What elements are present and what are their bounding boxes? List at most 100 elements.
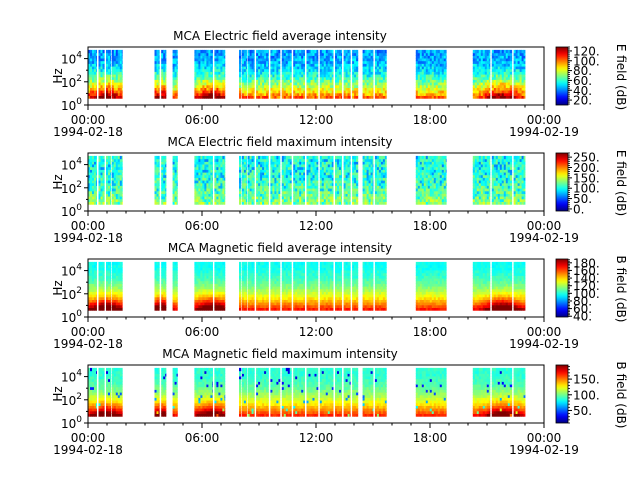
spectrogram-cell [372,90,374,94]
spectrogram-cell [289,185,292,189]
spectrogram-cell [382,166,386,170]
spectrogram-cell [499,57,503,62]
spectrogram-cell [220,52,223,56]
spectrogram-cell [115,76,119,80]
spectrogram-cell [98,182,101,186]
spectrogram-cell [417,171,421,176]
spectrogram-cell [372,201,374,205]
spectrogram-cell [325,193,329,197]
spectrogram-cell [204,163,207,168]
spectrogram-cell [427,68,431,72]
spectrogram-cell [224,163,226,168]
spectrogram-cell [443,49,447,54]
spectrogram-cell [362,79,365,83]
spectrogram-cell [523,84,526,88]
spectrogram-cell [121,52,123,56]
spectrogram-cell [341,87,343,91]
spectrogram-cell [368,177,371,181]
spectrogram-cell [108,166,111,170]
spectrogram-cell [108,198,111,202]
spectrogram-cell [121,84,123,88]
spectrogram-cell [364,180,367,184]
spectrogram-cell [249,95,252,99]
spectrogram-cell [158,49,160,54]
spectrogram-cell [295,71,298,75]
spectrogram-cell [316,180,319,184]
spectrogram-cell [100,161,103,165]
spectrogram-cell [204,52,207,56]
spectrogram-cell [384,161,387,165]
spectrogram-cell [368,84,371,88]
spectrogram-cell [437,158,441,162]
spectrogram-cell [423,71,427,75]
spectrogram-cell [312,188,315,192]
spectrogram-cell [287,63,291,67]
spectrogram-cell [306,57,309,62]
spectrogram-cell [329,74,333,78]
spectrogram-cell [258,76,261,80]
spectrogram-cell [163,60,166,64]
spectrogram-cell [154,60,157,64]
spectrogram-cell [314,92,317,96]
spectrogram-cell [102,198,105,202]
spectrogram-cell [256,82,259,86]
spectrogram-cell [429,68,433,72]
spectrogram-cell [433,60,437,64]
spectrogram-cell [486,60,490,64]
spectrogram-cell [345,63,348,67]
spectrogram-cell [378,60,382,64]
spectrogram-cell [368,82,371,86]
spectrogram-cell [111,95,115,99]
spectrogram-cell [341,169,343,173]
spectrogram-cell [253,74,255,78]
spectrogram-cell [264,174,267,178]
spectrogram-cell [216,190,219,194]
spectrogram-cell [352,63,355,67]
spectrogram-cell [352,79,355,83]
spectrogram-cell [352,180,355,184]
spectrogram-cell [98,52,101,56]
spectrogram-cell [256,188,259,192]
spectrogram-cell [441,190,445,194]
spectrogram-cell [345,68,348,72]
spectrogram-cell [303,82,305,86]
spectrogram-cell [513,65,516,70]
spectrogram-cell [196,198,199,202]
spectrogram-cell [156,63,159,67]
spectrogram-cell [417,63,421,67]
spectrogram-cell [509,57,513,62]
spectrogram-cell [222,201,225,205]
spectrogram-cell [243,196,247,200]
spectrogram-cell [433,198,437,202]
spectrogram-cell [208,90,211,94]
spectrogram-cell [435,55,439,59]
spectrogram-cell [266,76,269,80]
spectrogram-cell [98,63,101,67]
spectrogram-cell [251,90,254,94]
spectrogram-cell [439,180,443,184]
spectrogram-cell [323,57,327,62]
spectrogram-cell [519,68,522,72]
spectrogram-cell [331,193,334,197]
spectrogram-cell [419,74,423,78]
spectrogram-cell [222,180,225,184]
spectrogram-cell [202,74,205,78]
spectrogram-cell [331,63,334,67]
spectrogram-cell [90,174,93,178]
spectrogram-cell [364,55,367,59]
spectrogram-cell [278,185,281,189]
spectrogram-cell [243,188,247,192]
spectrogram-cell [256,182,259,186]
spectrogram-cell [163,158,166,162]
spectrogram-cell [378,193,382,197]
spectrogram-cell [362,71,365,75]
spectrogram-cell [517,55,520,59]
spectrogram-cell [356,166,359,170]
spectrogram-cell [281,196,285,200]
spectrogram-cell [285,196,289,200]
spectrogram-cell [443,60,447,64]
spectrogram-cell [345,55,348,59]
spectrogram-cell [372,82,374,86]
spectrogram-cell [303,190,305,194]
spectrogram-cell [245,87,248,91]
